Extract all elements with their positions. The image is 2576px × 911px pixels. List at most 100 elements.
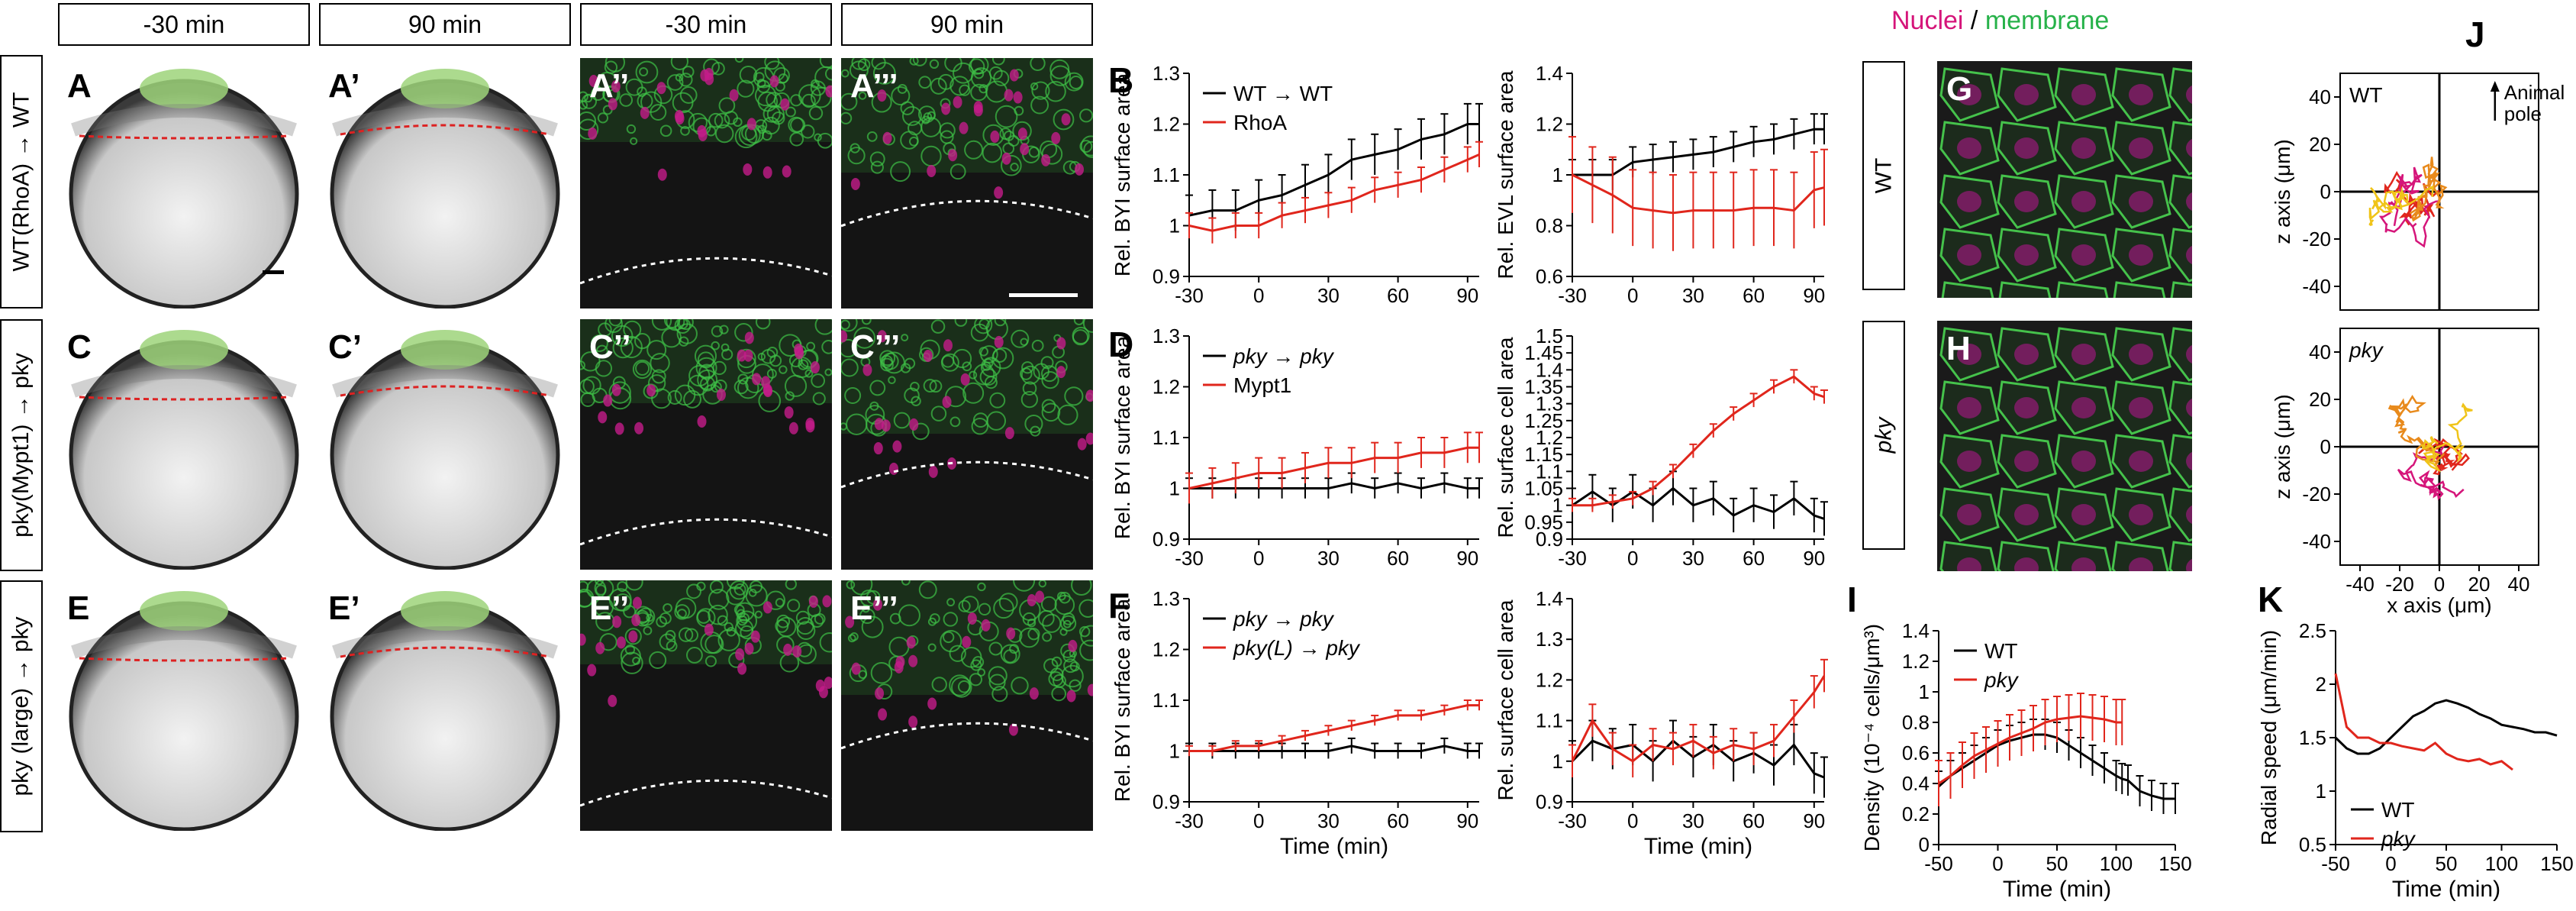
membrane-cell bbox=[737, 348, 756, 369]
membrane-cell bbox=[754, 72, 765, 82]
cell-trajectory bbox=[2378, 166, 2439, 248]
column-header: -30 min bbox=[580, 3, 832, 46]
embryo-image: C bbox=[58, 319, 310, 570]
scale-bar bbox=[1009, 293, 1078, 297]
y-tick-label: 0.6 bbox=[1902, 741, 1930, 764]
nucleus bbox=[780, 98, 790, 111]
x-tick-label: 0 bbox=[1627, 547, 1638, 570]
membrane-cell bbox=[762, 116, 780, 135]
legend-label: WT bbox=[1984, 639, 2018, 663]
panel-label-i: I bbox=[1847, 580, 1857, 619]
membrane-cell bbox=[591, 86, 605, 102]
membrane-cell bbox=[1030, 58, 1046, 72]
membrane-cell bbox=[931, 677, 947, 693]
nucleus bbox=[587, 664, 597, 677]
cell-trajectory bbox=[2397, 445, 2465, 501]
membrane-cell bbox=[637, 86, 647, 97]
membrane-cell bbox=[912, 422, 930, 441]
membrane-cell bbox=[1010, 163, 1019, 172]
x-tick-label: -30 bbox=[1558, 284, 1587, 307]
nucleus bbox=[923, 349, 933, 362]
membrane-cell bbox=[684, 628, 699, 642]
cell-outline bbox=[2168, 174, 2192, 229]
membrane-cell bbox=[853, 327, 876, 349]
membrane-cell bbox=[779, 365, 788, 374]
nucleus bbox=[608, 98, 617, 111]
cell-nucleus bbox=[1957, 244, 1981, 266]
nucleus bbox=[874, 418, 884, 431]
membrane-cell bbox=[958, 599, 971, 612]
membrane-cell bbox=[790, 94, 803, 107]
cell-nucleus bbox=[2186, 398, 2192, 418]
nucleus bbox=[761, 376, 771, 389]
cell-nucleus bbox=[2014, 451, 2039, 472]
column-header: -30 min bbox=[58, 3, 310, 46]
membrane-cell bbox=[686, 647, 703, 664]
membrane-cell bbox=[1083, 141, 1093, 158]
membrane-cell bbox=[881, 352, 899, 370]
image-panel-h: H bbox=[1937, 321, 2192, 571]
nucleus bbox=[862, 363, 872, 376]
series-line bbox=[2334, 673, 2513, 771]
x-tick-label: 90 bbox=[1456, 809, 1478, 832]
x-axis-label: Time (min) bbox=[1644, 834, 1752, 859]
confocal-drawing bbox=[841, 580, 1093, 831]
membrane-cell bbox=[869, 151, 885, 167]
membrane-cell bbox=[891, 86, 911, 106]
y-axis-label: z axis (μm) bbox=[2271, 394, 2294, 499]
legend-label: pky bbox=[2381, 827, 2416, 851]
membrane-cell bbox=[595, 584, 607, 596]
membrane-cell bbox=[1020, 390, 1038, 409]
panel-label: E’’ bbox=[589, 590, 630, 627]
membrane-cell bbox=[686, 583, 701, 599]
embryo-image: A’ bbox=[319, 58, 571, 309]
nucleus bbox=[762, 166, 772, 179]
confocal-image: A’’’ bbox=[841, 58, 1093, 309]
x-tick-label: 0 bbox=[1253, 284, 1264, 307]
membrane-cell bbox=[682, 66, 695, 78]
x-tick-label: 30 bbox=[1682, 284, 1704, 307]
membrane-cell bbox=[986, 411, 1007, 431]
membrane-cell bbox=[1082, 319, 1093, 333]
membrane-cell bbox=[870, 661, 893, 684]
nucleus bbox=[769, 75, 779, 88]
membrane-cell bbox=[841, 358, 859, 377]
membrane-cell bbox=[941, 354, 955, 368]
membrane-cell bbox=[968, 58, 985, 75]
membrane-cell bbox=[841, 319, 850, 330]
membrane-cell bbox=[766, 92, 782, 108]
y-tick-label: 1.5 bbox=[1536, 325, 1563, 347]
nucleus bbox=[1013, 91, 1023, 104]
membrane-cell bbox=[708, 589, 730, 610]
cell-nucleus bbox=[1957, 397, 1981, 418]
membrane-cell bbox=[726, 580, 745, 590]
membrane-cell bbox=[595, 580, 604, 586]
membrane-cell bbox=[869, 380, 886, 396]
series-line bbox=[2334, 699, 2558, 755]
x-tick-label: -30 bbox=[1175, 809, 1204, 832]
membrane-cell bbox=[674, 319, 692, 334]
x-tick-label: 100 bbox=[2100, 852, 2133, 875]
boundary-dashed-line bbox=[841, 199, 1093, 228]
membrane-cell bbox=[766, 590, 785, 610]
membrane-cell bbox=[1041, 370, 1059, 389]
cell-nucleus bbox=[2129, 191, 2153, 212]
y-tick-label: 1.1 bbox=[1153, 163, 1180, 186]
membrane-cell bbox=[632, 359, 653, 380]
nucleus bbox=[959, 121, 969, 134]
membrane-cell bbox=[678, 627, 694, 642]
membrane-cell bbox=[859, 608, 875, 625]
membrane-cell bbox=[1027, 628, 1040, 641]
nucleus bbox=[794, 343, 804, 356]
membrane-cell bbox=[888, 376, 896, 385]
nucleus bbox=[873, 442, 883, 455]
confocal-drawing bbox=[841, 319, 1093, 570]
legend-label: WT bbox=[2381, 798, 2415, 822]
nucleus bbox=[877, 330, 887, 343]
nucleus bbox=[906, 636, 916, 649]
membrane-cell bbox=[1041, 399, 1056, 414]
arrow-head bbox=[2490, 81, 2500, 92]
panel-label-g: G bbox=[1946, 70, 1973, 108]
membrane-cell bbox=[1049, 667, 1064, 681]
embryo-image: E bbox=[58, 580, 310, 831]
